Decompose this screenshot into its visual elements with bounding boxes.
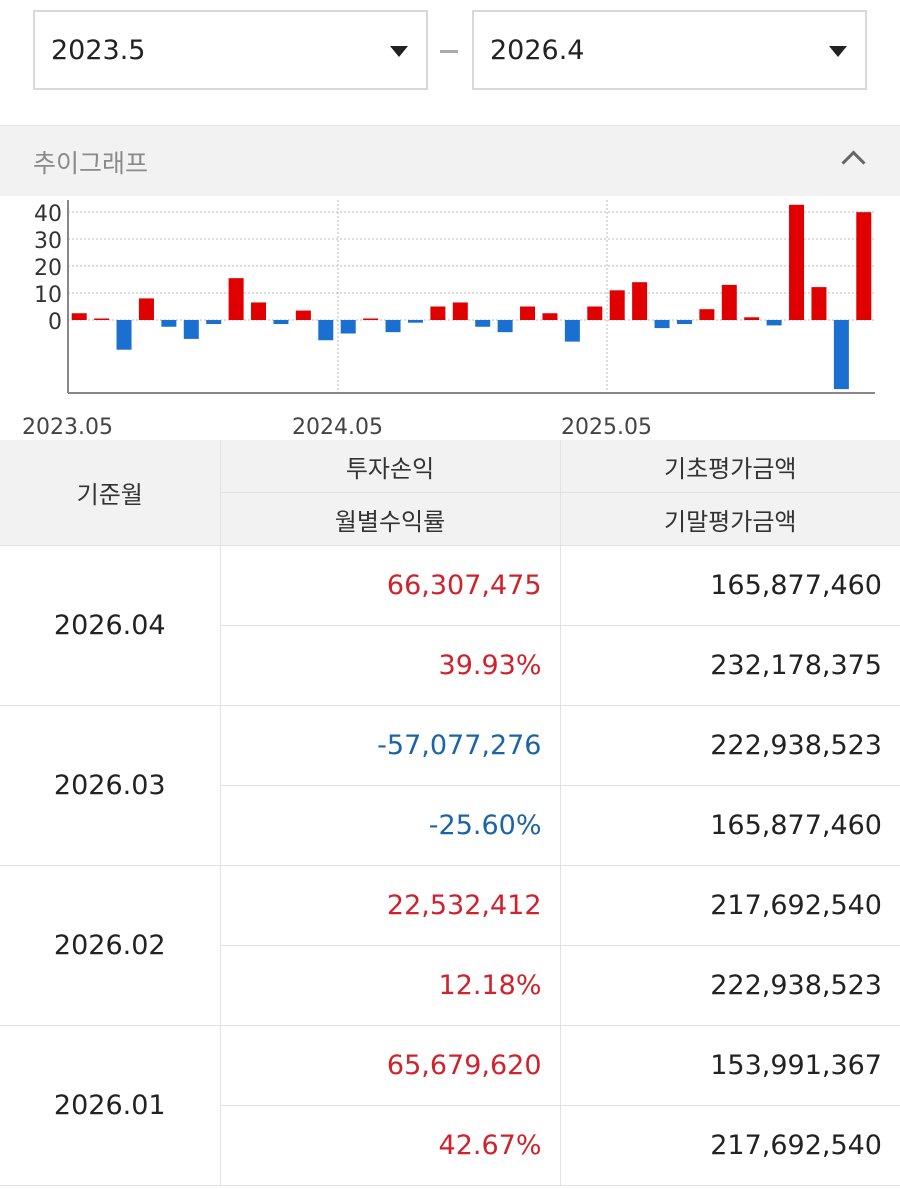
end-value-cell: 217,692,540: [559, 1105, 900, 1186]
month-cell: 2026.02: [0, 865, 221, 1026]
y-tick-label: 40: [34, 202, 62, 227]
chart-bar: [94, 318, 110, 320]
chart-bar: [251, 302, 267, 320]
table-row: 2026.02 22,532,412 217,692,540: [0, 865, 900, 1026]
rate-cell: 12.18%: [220, 945, 560, 1026]
y-tick-label: 0: [48, 310, 62, 335]
end-value-cell: 165,877,460: [559, 785, 900, 866]
end-month-select[interactable]: 2026.4: [472, 10, 867, 90]
chart-bar: [71, 313, 87, 320]
chart-bar: [116, 320, 132, 350]
chart-bar: [295, 310, 311, 320]
chart-bar: [318, 320, 334, 341]
table-row: 2026.04 66,307,475 165,877,460: [0, 545, 900, 706]
chart-bar: [856, 212, 872, 320]
start-month-select[interactable]: 2023.5: [33, 10, 428, 90]
chart-bar: [520, 306, 536, 320]
begin-value-cell: 217,692,540: [559, 865, 900, 946]
end-value-cell: 232,178,375: [559, 625, 900, 706]
chart-bar: [811, 287, 827, 320]
rate-cell: -25.60%: [220, 785, 560, 866]
chart-bar: [452, 302, 468, 320]
table-row: 2026.03 -57,077,276 222,938,523: [0, 705, 900, 866]
chart-bar: [789, 204, 805, 320]
table-row: 12.18% 222,938,523: [0, 945, 900, 1026]
chart-bar: [833, 320, 849, 390]
y-tick-label: 10: [34, 283, 62, 308]
month-cell: 2026.04: [0, 545, 221, 706]
table-row: -25.60% 165,877,460: [0, 785, 900, 866]
begin-value-cell: 222,938,523: [559, 705, 900, 786]
chart-bar: [407, 320, 423, 323]
table-row: 2026.01 65,679,620 153,991,367: [0, 1025, 900, 1186]
table-row: 39.93% 232,178,375: [0, 625, 900, 706]
y-tick-label: 20: [34, 256, 62, 281]
end-month-value: 2026.4: [490, 34, 585, 66]
chart-bar: [273, 320, 289, 325]
header-profit: 투자손익: [219, 440, 560, 493]
month-cell: 2026.03: [0, 705, 221, 866]
chart-bar: [497, 320, 513, 333]
chart-bar: [363, 318, 379, 320]
chart-bar: [542, 313, 558, 320]
chart-bar: [744, 317, 760, 320]
chart-bar: [609, 290, 625, 320]
collapse-chevron-up-icon[interactable]: [841, 150, 866, 175]
profit-cell: 66,307,475: [220, 545, 560, 626]
x-tick-label: 2023.05: [22, 415, 113, 440]
chart-bar: [340, 320, 356, 334]
rate-cell: 42.67%: [220, 1105, 560, 1186]
chart-bar: [430, 306, 446, 320]
x-tick-label: 2024.05: [292, 415, 383, 440]
chart-bar: [766, 320, 782, 326]
begin-value-cell: 153,991,367: [559, 1025, 900, 1106]
chart-bar: [676, 320, 692, 325]
trend-graph-header[interactable]: 추이그래프: [0, 125, 900, 196]
header-begin-value: 기초평가금액: [559, 440, 900, 493]
month-cell: 2026.01: [0, 1025, 221, 1186]
chart-bar: [475, 320, 491, 327]
range-separator: [440, 50, 458, 53]
dropdown-arrow-icon: [390, 46, 408, 57]
chart-bar: [206, 320, 222, 325]
date-range: 2023.5 2026.4: [0, 0, 900, 125]
profit-cell: -57,077,276: [220, 705, 560, 786]
rate-cell: 39.93%: [220, 625, 560, 706]
profit-cell: 65,679,620: [220, 1025, 560, 1106]
section-title: 추이그래프: [33, 149, 149, 178]
chart-bar: [183, 320, 199, 339]
chart-bar: [228, 278, 244, 320]
chart-bar: [161, 320, 177, 327]
end-value-cell: 222,938,523: [559, 945, 900, 1026]
chart-bar: [632, 282, 648, 320]
header-rate: 월별수익률: [219, 492, 560, 546]
y-tick-label: 30: [34, 229, 62, 254]
chart-bar: [587, 306, 603, 320]
chart-bar: [385, 320, 401, 333]
begin-value-cell: 165,877,460: [559, 545, 900, 626]
header-end-value: 기말평가금액: [559, 492, 900, 546]
start-month-value: 2023.5: [51, 34, 146, 66]
chart-bar: [699, 309, 715, 320]
chart-bar: [564, 320, 580, 342]
chart-bar: [654, 320, 670, 329]
header-month: 기준월: [0, 440, 220, 546]
chart-bar: [721, 284, 737, 320]
chart-bar: [138, 298, 154, 320]
profit-cell: 22,532,412: [220, 865, 560, 946]
x-tick-label: 2025.05: [561, 415, 652, 440]
dropdown-arrow-icon: [829, 46, 847, 57]
monthly-returns-table: 기준월 투자손익 기초평가금액 월별수익률 기말평가금액 2026.04 66,…: [0, 440, 900, 1186]
table-row: 42.67% 217,692,540: [0, 1105, 900, 1186]
